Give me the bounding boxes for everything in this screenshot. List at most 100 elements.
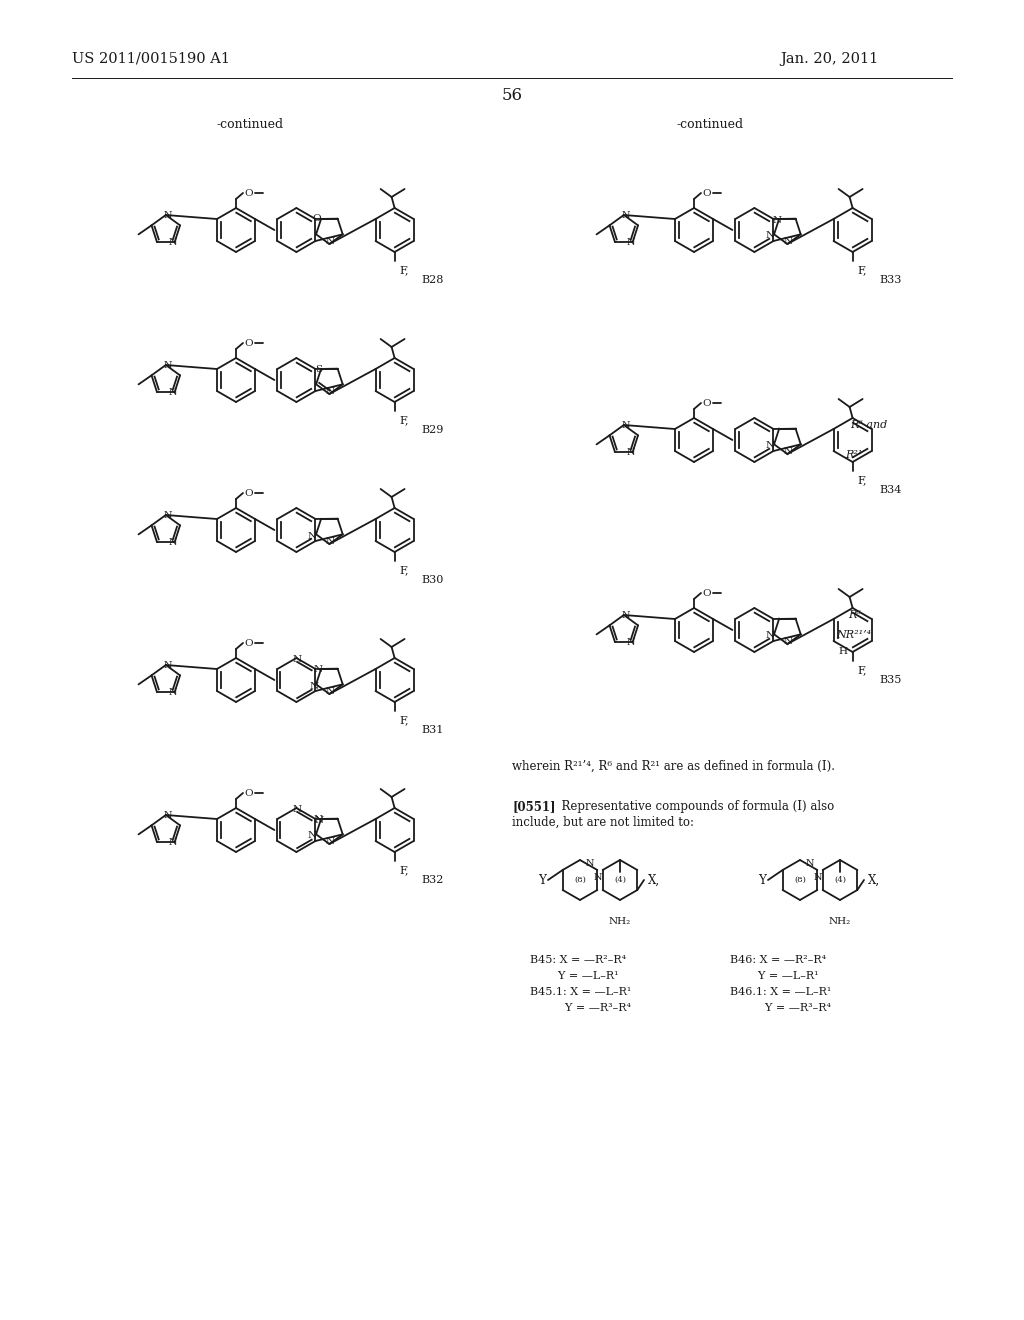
Text: F,: F, bbox=[858, 665, 867, 675]
Text: Y = —L–R¹: Y = —L–R¹ bbox=[530, 972, 618, 981]
Polygon shape bbox=[152, 665, 180, 692]
Text: O: O bbox=[702, 189, 712, 198]
Polygon shape bbox=[609, 615, 638, 642]
Polygon shape bbox=[822, 861, 857, 900]
Text: N: N bbox=[326, 388, 335, 396]
Text: N: N bbox=[586, 858, 594, 867]
Polygon shape bbox=[782, 861, 817, 900]
Polygon shape bbox=[735, 418, 773, 462]
Text: O: O bbox=[245, 488, 253, 498]
Text: N: N bbox=[293, 656, 302, 664]
Text: NR²¹’⁴: NR²¹’⁴ bbox=[836, 630, 871, 640]
Text: N: N bbox=[307, 830, 316, 840]
Text: F,: F, bbox=[399, 565, 410, 576]
Text: N: N bbox=[164, 660, 172, 669]
Text: N: N bbox=[766, 441, 774, 450]
Polygon shape bbox=[774, 619, 801, 644]
Polygon shape bbox=[217, 508, 255, 552]
Text: N: N bbox=[766, 631, 774, 640]
Text: B46: X = —R²–R⁴: B46: X = —R²–R⁴ bbox=[730, 954, 826, 965]
Polygon shape bbox=[834, 209, 871, 252]
Text: N: N bbox=[168, 537, 177, 546]
Text: Y = —R³–R⁴: Y = —R³–R⁴ bbox=[730, 1003, 831, 1012]
Polygon shape bbox=[834, 418, 871, 462]
Polygon shape bbox=[376, 657, 414, 702]
Polygon shape bbox=[609, 215, 638, 242]
Text: N: N bbox=[783, 636, 793, 645]
Text: N: N bbox=[314, 816, 323, 825]
Text: N: N bbox=[766, 231, 774, 240]
Text: B46.1: X = —L–R¹: B46.1: X = —L–R¹ bbox=[730, 987, 831, 997]
Polygon shape bbox=[217, 209, 255, 252]
Text: O: O bbox=[245, 639, 253, 648]
Text: B33: B33 bbox=[880, 275, 902, 285]
Polygon shape bbox=[376, 209, 414, 252]
Polygon shape bbox=[603, 861, 637, 900]
Text: 56: 56 bbox=[502, 87, 522, 104]
Polygon shape bbox=[735, 209, 773, 252]
Text: N: N bbox=[627, 638, 635, 647]
Polygon shape bbox=[834, 609, 871, 652]
Polygon shape bbox=[609, 425, 638, 453]
Polygon shape bbox=[217, 358, 255, 403]
Text: O: O bbox=[245, 338, 253, 347]
Text: N: N bbox=[293, 805, 302, 814]
Text: N: N bbox=[168, 688, 177, 697]
Text: include, but are not limited to:: include, but are not limited to: bbox=[512, 816, 694, 829]
Text: R⁶: R⁶ bbox=[848, 610, 861, 620]
Text: N: N bbox=[164, 210, 172, 219]
Text: N: N bbox=[168, 838, 177, 846]
Polygon shape bbox=[316, 219, 343, 244]
Text: N: N bbox=[594, 873, 602, 882]
Polygon shape bbox=[278, 508, 315, 552]
Text: H: H bbox=[838, 648, 847, 656]
Text: N: N bbox=[326, 238, 335, 247]
Text: -continued: -continued bbox=[216, 117, 284, 131]
Text: B31: B31 bbox=[422, 725, 444, 735]
Text: B28: B28 bbox=[422, 275, 444, 285]
Text: Y = —R³–R⁴: Y = —R³–R⁴ bbox=[530, 1003, 631, 1012]
Polygon shape bbox=[774, 219, 801, 244]
Polygon shape bbox=[152, 814, 180, 842]
Polygon shape bbox=[376, 508, 414, 552]
Text: [0551]: [0551] bbox=[512, 800, 555, 813]
Text: B32: B32 bbox=[422, 875, 444, 884]
Polygon shape bbox=[152, 215, 180, 242]
Text: N: N bbox=[326, 537, 335, 546]
Text: R²¹: R²¹ bbox=[845, 450, 862, 459]
Polygon shape bbox=[152, 515, 180, 543]
Text: N: N bbox=[627, 447, 635, 457]
Text: B45: X = —R²–R⁴: B45: X = —R²–R⁴ bbox=[530, 954, 626, 965]
Text: (8): (8) bbox=[794, 876, 806, 884]
Polygon shape bbox=[316, 669, 343, 694]
Text: N: N bbox=[622, 610, 630, 619]
Text: N: N bbox=[622, 210, 630, 219]
Text: F,: F, bbox=[858, 475, 867, 484]
Text: F,: F, bbox=[399, 715, 410, 725]
Polygon shape bbox=[376, 808, 414, 851]
Polygon shape bbox=[152, 366, 180, 392]
Polygon shape bbox=[316, 818, 343, 843]
Polygon shape bbox=[376, 358, 414, 403]
Text: R⁶ and: R⁶ and bbox=[850, 420, 887, 430]
Text: B30: B30 bbox=[422, 576, 444, 585]
Polygon shape bbox=[217, 808, 255, 851]
Polygon shape bbox=[562, 861, 597, 900]
Polygon shape bbox=[675, 418, 713, 462]
Text: N: N bbox=[627, 238, 635, 247]
Text: Jan. 20, 2011: Jan. 20, 2011 bbox=[780, 51, 879, 66]
Text: wherein R²¹’⁴, R⁶ and R²¹ are as defined in formula (I).: wherein R²¹’⁴, R⁶ and R²¹ are as defined… bbox=[512, 760, 835, 774]
Text: N: N bbox=[164, 810, 172, 820]
Polygon shape bbox=[675, 609, 713, 652]
Text: (8): (8) bbox=[574, 876, 586, 884]
Text: N: N bbox=[814, 873, 822, 882]
Text: N: N bbox=[309, 682, 318, 690]
Text: N: N bbox=[164, 511, 172, 520]
Text: F,: F, bbox=[858, 265, 867, 275]
Text: N: N bbox=[326, 837, 335, 846]
Text: -continued: -continued bbox=[677, 117, 743, 131]
Text: N: N bbox=[314, 665, 323, 675]
Text: F,: F, bbox=[399, 865, 410, 875]
Text: N: N bbox=[168, 238, 177, 247]
Polygon shape bbox=[278, 358, 315, 403]
